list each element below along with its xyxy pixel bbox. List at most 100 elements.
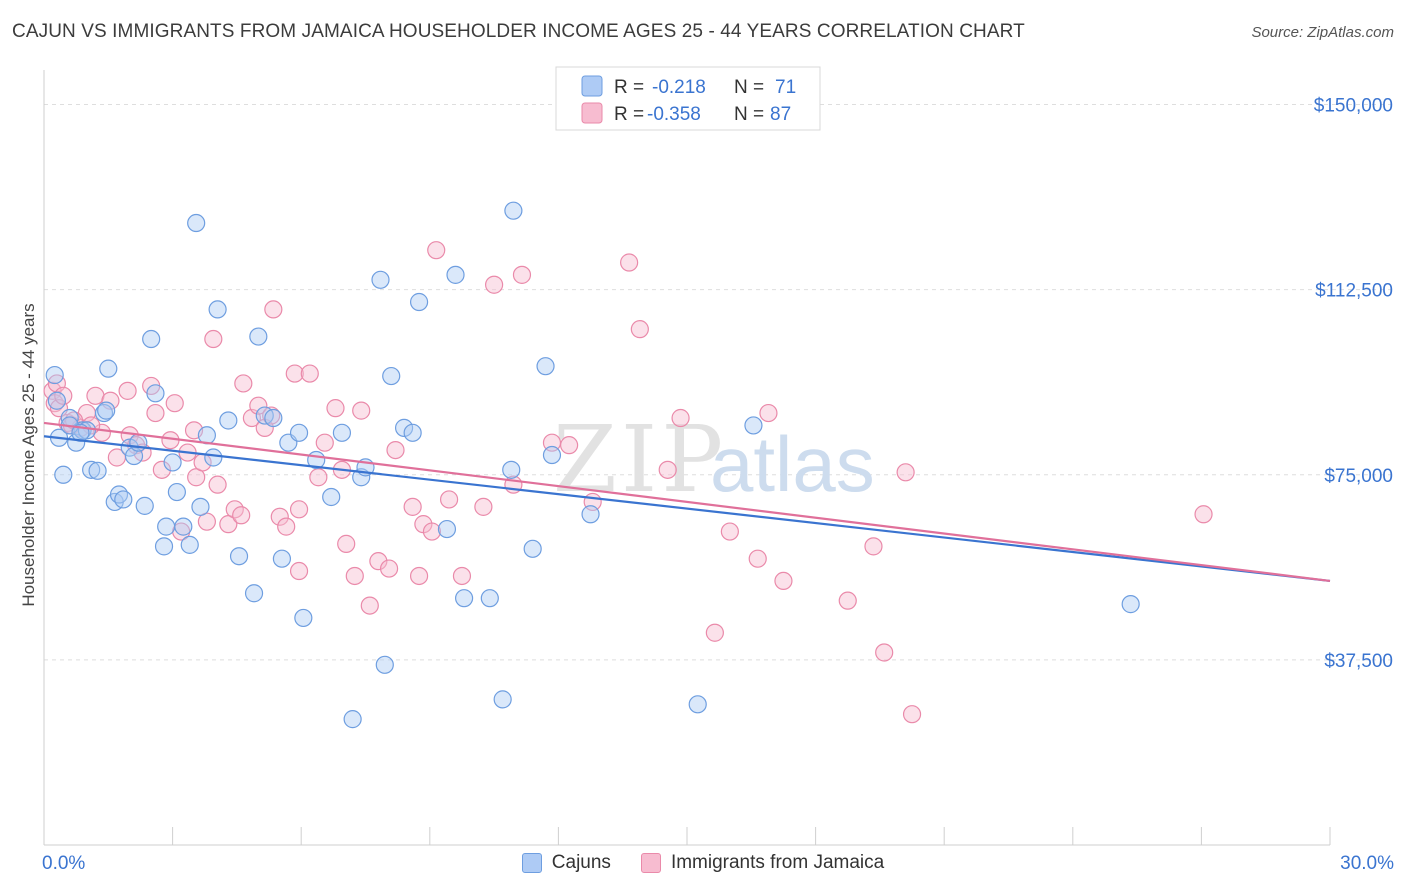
- watermark: ZIP atlas: [553, 406, 875, 513]
- jamaica-point: [234, 374, 253, 393]
- y-tick-label: $150,000: [1314, 96, 1393, 117]
- cajuns-point: [437, 519, 457, 539]
- cajuns-point: [180, 535, 199, 554]
- cajuns-point: [409, 292, 429, 312]
- x-tick-label: 0.0%: [42, 853, 85, 874]
- cajuns-point: [375, 655, 394, 674]
- legend-label-jamaica: Immigrants from Jamaica: [670, 852, 885, 873]
- jamaica-point: [165, 394, 184, 413]
- cajuns-point: [493, 690, 512, 709]
- jamaica-point: [485, 275, 504, 294]
- cajuns-point: [45, 365, 64, 385]
- jamaica-point: [204, 329, 223, 349]
- legend-swatch-cajuns-bottom: [521, 853, 542, 873]
- cajuns-point: [581, 505, 600, 524]
- legend-item-jamaica[interactable]: Immigrants from Jamaica: [640, 852, 885, 874]
- legend-r-label-1: R =: [614, 77, 644, 98]
- cajuns-point: [208, 300, 227, 319]
- cajuns-point: [371, 270, 390, 289]
- cajuns-point: [88, 461, 107, 480]
- legend-swatch-jamaica: [581, 102, 603, 124]
- jamaica-point: [369, 552, 388, 571]
- jamaica-point: [774, 571, 793, 591]
- jamaica-point: [270, 507, 289, 526]
- cajuns-point: [289, 423, 309, 442]
- cajuns-point: [146, 384, 165, 403]
- jamaica-point: [658, 460, 677, 479]
- legend-n-value-1: 71: [775, 77, 796, 98]
- legend-swatch-jamaica-bottom: [640, 853, 661, 873]
- jamaica-point: [262, 406, 281, 425]
- jamaica-point: [720, 522, 739, 541]
- jamaica-point: [403, 497, 422, 516]
- jamaica-point: [620, 253, 639, 272]
- jamaica-point: [208, 475, 227, 494]
- y-axis-label: Householder Income Ages 25 - 44 years: [19, 303, 38, 606]
- cajuns-point: [504, 201, 523, 220]
- cajuns-point: [382, 366, 401, 386]
- jamaica-point: [285, 364, 304, 383]
- cajuns-point: [142, 329, 161, 349]
- jamaica-point: [705, 623, 724, 642]
- jamaica-point: [560, 436, 579, 455]
- watermark-atlas: atlas: [710, 420, 875, 508]
- cajuns-point: [523, 539, 542, 558]
- cajuns-point: [403, 423, 422, 442]
- y-tick-label: $75,000: [1324, 466, 1393, 487]
- jamaica-point: [352, 401, 371, 420]
- jamaica-point: [439, 490, 459, 509]
- cajuns-point: [322, 487, 341, 507]
- jamaica-point: [379, 559, 399, 578]
- cajuns-point: [343, 710, 362, 729]
- cajuns-point: [99, 359, 118, 378]
- y-tick-label: $37,500: [1324, 651, 1393, 672]
- legend-r-value-1: -0.218: [652, 77, 706, 98]
- legend-n-label-1: N =: [734, 77, 764, 98]
- cajuns-point: [264, 408, 283, 428]
- legend-item-cajuns[interactable]: Cajuns: [521, 852, 611, 874]
- cajuns-point: [94, 403, 114, 423]
- jamaica-point: [289, 500, 309, 519]
- y-tick-labels: $37,500 $75,000 $112,500 $150,000: [1314, 96, 1393, 672]
- jamaica-point: [249, 396, 268, 415]
- series-jamaica-points: [43, 241, 1213, 724]
- jamaica-point: [315, 433, 334, 452]
- jamaica-point: [875, 643, 894, 662]
- jamaica-point: [152, 460, 171, 479]
- jamaica-point: [512, 265, 532, 284]
- cajuns-point: [1121, 595, 1140, 614]
- cajuns-point: [294, 608, 313, 628]
- jamaica-point: [289, 561, 309, 581]
- cajuns-point: [97, 401, 116, 420]
- jamaica-point: [146, 403, 165, 423]
- jamaica-point: [838, 591, 857, 610]
- jamaica-point: [277, 517, 296, 536]
- jamaica-point: [902, 705, 922, 724]
- cajuns-point: [502, 460, 521, 479]
- cajuns-point: [542, 445, 562, 465]
- cajuns-point: [47, 391, 66, 410]
- cajuns-point: [135, 496, 154, 515]
- jamaica-point: [345, 566, 364, 586]
- jamaica-point: [300, 364, 319, 383]
- cajuns-point: [174, 517, 193, 536]
- legend-r-label-2: R =: [614, 104, 644, 125]
- cajuns-point: [744, 416, 763, 435]
- cajuns-point: [54, 465, 73, 484]
- cajuns-point: [229, 547, 249, 566]
- jamaica-point: [864, 537, 883, 556]
- cajuns-trend-line: [43, 435, 1331, 583]
- cajuns-point: [244, 584, 264, 603]
- jamaica-point: [264, 300, 283, 319]
- series-legend: Cajuns Immigrants from Jamaica: [0, 852, 1406, 874]
- cajuns-point: [249, 327, 268, 346]
- chart-title: CAJUN VS IMMIGRANTS FROM JAMAICA HOUSEHO…: [12, 21, 1025, 42]
- legend-r-value-2: -0.358: [647, 104, 701, 125]
- cajuns-point: [446, 265, 465, 284]
- cajuns-point: [114, 490, 133, 509]
- x-tick-label: 30.0%: [1340, 853, 1394, 874]
- jamaica-trend-line: [43, 421, 1331, 582]
- cajuns-point: [480, 589, 499, 608]
- legend-n-label-2: N =: [734, 104, 764, 125]
